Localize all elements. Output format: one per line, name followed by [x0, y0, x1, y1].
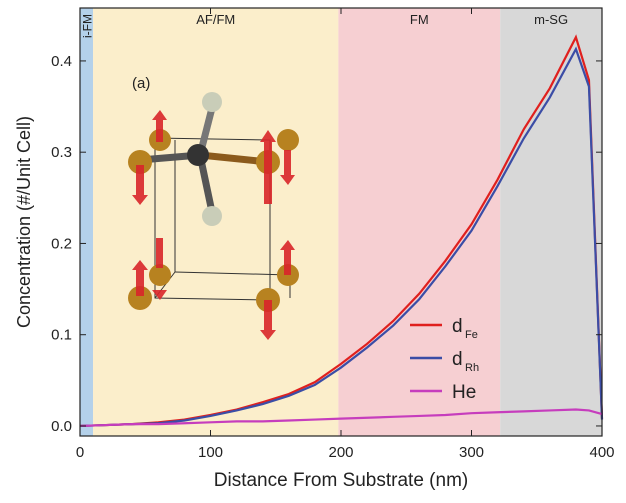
regions: i-FM AF/FM FM m-SG: [80, 8, 602, 436]
region-label: AF/FM: [196, 12, 235, 27]
x-tick-label: 100: [198, 444, 223, 461]
x-tick-label: 0: [76, 444, 84, 461]
y-tick-label: 0.4: [51, 53, 72, 70]
x-axis-title: Distance From Substrate (nm): [214, 470, 468, 491]
y-tick-label: 0.2: [51, 235, 72, 252]
x-tick-label: 400: [589, 444, 614, 461]
legend-label: d: [452, 349, 463, 370]
legend-label: He: [452, 382, 476, 403]
crystal-inset: [128, 92, 299, 340]
region: [80, 8, 94, 436]
series-line: [79, 46, 604, 428]
region-label: m-SG: [534, 12, 568, 27]
legend-subscript: Fe: [465, 329, 478, 341]
region: [500, 8, 602, 436]
y-tick-label: 0.1: [51, 327, 72, 344]
y-axis-title: Concentration (#/Unit Cell): [14, 116, 34, 328]
legend-label: d: [452, 316, 463, 337]
region-label: FM: [410, 12, 429, 27]
y-tick-label: 0.3: [51, 144, 72, 161]
x-tick-label: 200: [328, 444, 353, 461]
y-tick-label: 0.0: [51, 418, 72, 435]
series-line: [79, 408, 603, 428]
region-label: i-FM: [81, 14, 95, 38]
inset-label: (a): [132, 75, 150, 92]
x-tick-label: 300: [459, 444, 484, 461]
legend-subscript: Rh: [465, 362, 479, 374]
